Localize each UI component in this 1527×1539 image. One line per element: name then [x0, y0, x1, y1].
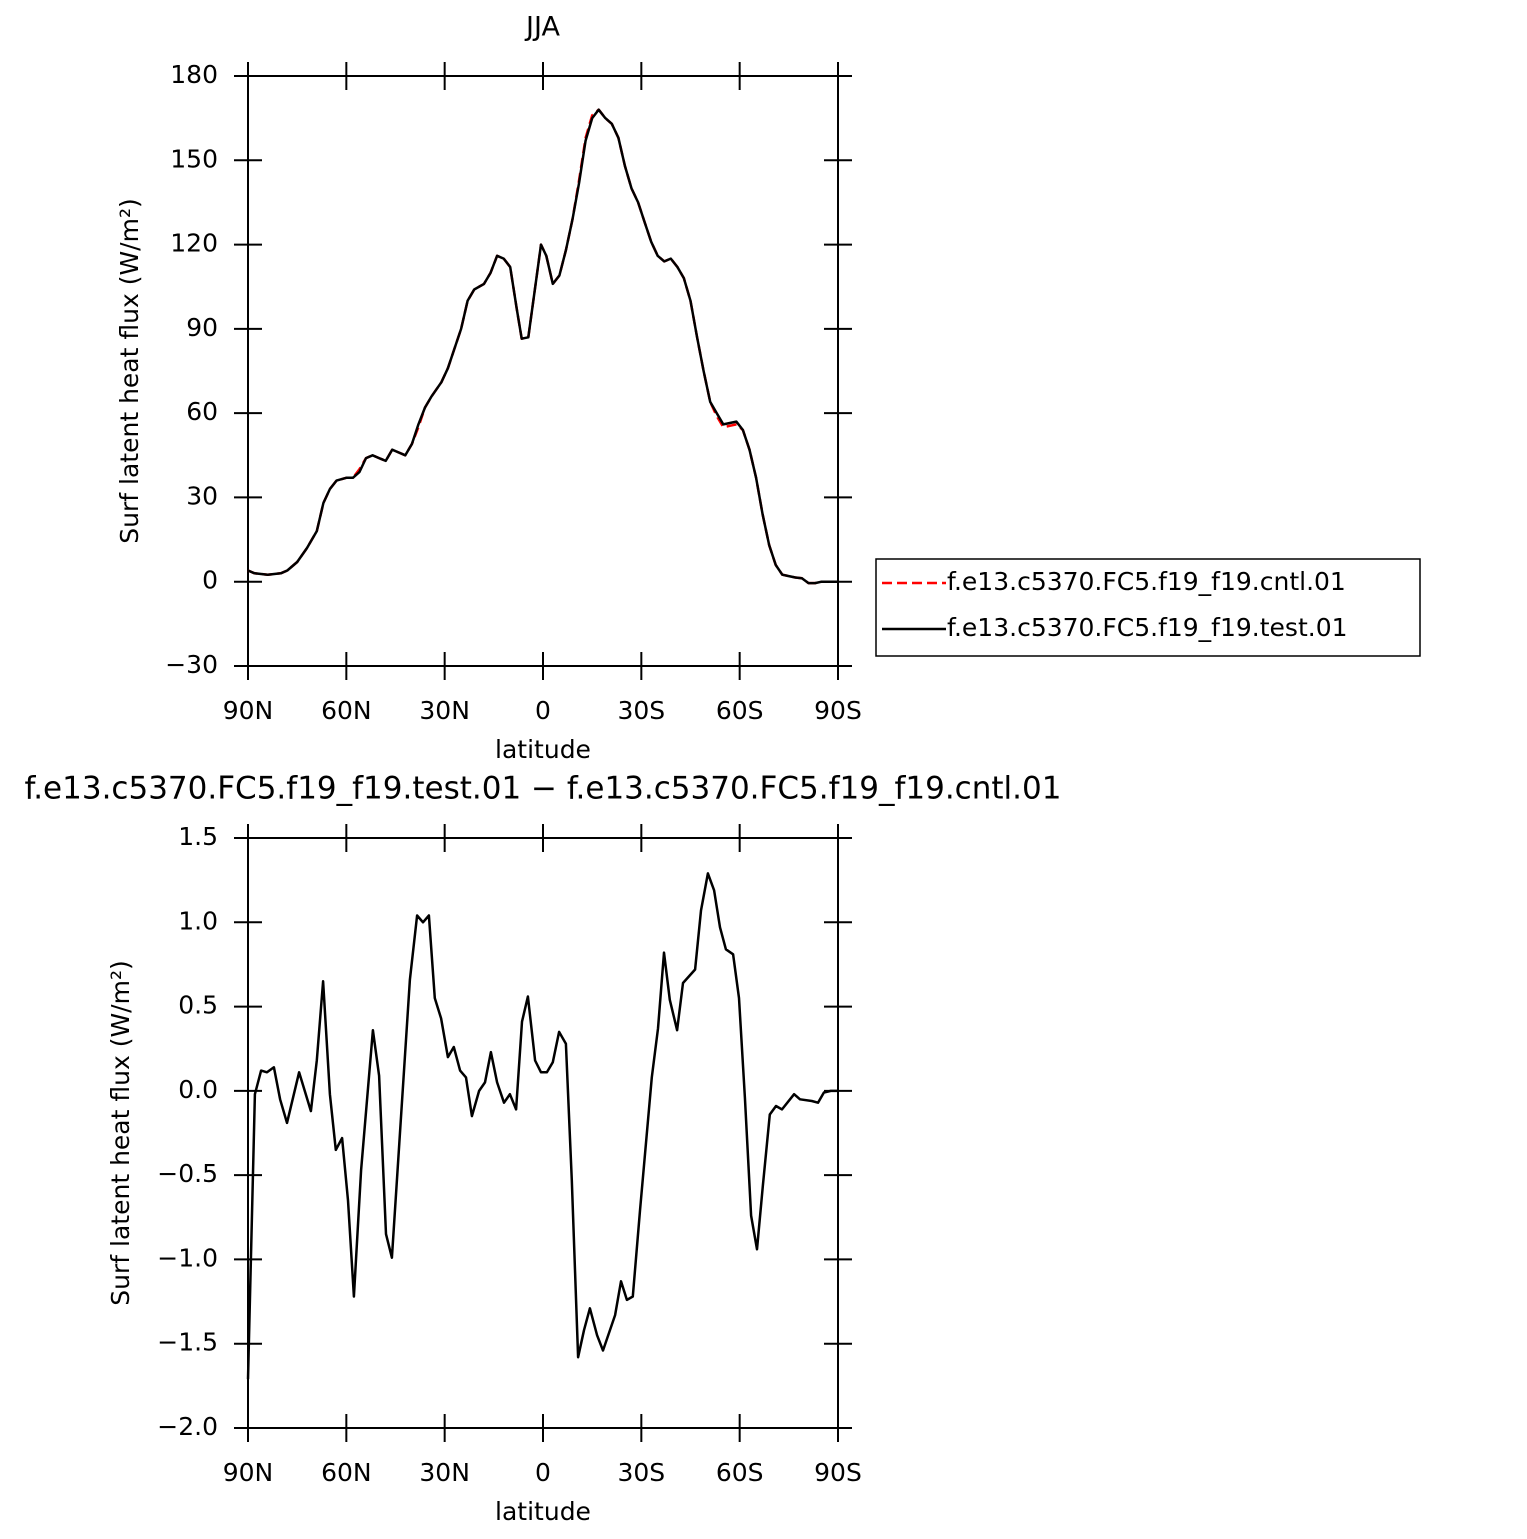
y-tick-label: 150	[170, 144, 218, 173]
x-tick-label: 30S	[617, 1458, 665, 1487]
x-tick-label: 30N	[419, 696, 470, 725]
chart-title: f.e13.c5370.FC5.f19_f19.test.01 − f.e13.…	[25, 771, 1062, 807]
x-axis-label: latitude	[495, 1497, 591, 1526]
x-tick-label: 60N	[321, 696, 372, 725]
x-tick-label: 0	[535, 696, 551, 725]
chart-title: JJA	[524, 12, 560, 43]
x-tick-label: 90N	[223, 1458, 274, 1487]
series-line	[247, 108, 838, 585]
y-tick-label: 30	[186, 481, 218, 510]
y-tick-label: 0.5	[178, 991, 218, 1020]
x-axis-label: latitude	[495, 735, 591, 764]
y-tick-label: −0.5	[157, 1159, 218, 1188]
x-tick-label: 60S	[716, 1458, 764, 1487]
y-tick-label: 1.5	[178, 822, 218, 851]
plot-frame	[247, 837, 839, 1429]
y-tick-label: 0	[202, 566, 218, 595]
x-tick-label: 90S	[814, 696, 862, 725]
y-tick-label: 0.0	[178, 1075, 218, 1104]
x-tick-label: 30N	[419, 1458, 470, 1487]
x-tick-label: 0	[535, 1458, 551, 1487]
y-axis-label: Surf latent heat flux (W/m²)	[115, 198, 144, 543]
x-tick-label: 60S	[716, 696, 764, 725]
x-tick-label: 60N	[321, 1458, 372, 1487]
y-tick-label: 1.0	[178, 906, 218, 935]
y-axis-label: Surf latent heat flux (W/m²)	[106, 960, 135, 1305]
y-tick-label: −1.0	[157, 1243, 218, 1272]
legend-label: f.e13.c5370.FC5.f19_f19.cntl.01	[947, 567, 1346, 596]
x-tick-label: 30S	[617, 696, 665, 725]
y-tick-label: 90	[186, 313, 218, 342]
series-line	[247, 108, 838, 585]
legend-label: f.e13.c5370.FC5.f19_f19.test.01	[947, 613, 1348, 642]
y-tick-label: 60	[186, 397, 218, 426]
x-tick-label: 90S	[814, 1458, 862, 1487]
y-tick-label: 180	[170, 60, 218, 89]
y-tick-label: −1.5	[157, 1328, 218, 1357]
series-line	[246, 872, 838, 1380]
y-tick-label: −2.0	[157, 1412, 218, 1441]
x-tick-label: 90N	[223, 696, 274, 725]
y-tick-label: −30	[165, 650, 218, 679]
y-tick-label: 120	[170, 229, 218, 258]
plot-frame	[247, 75, 839, 667]
legend-box	[875, 558, 1421, 657]
